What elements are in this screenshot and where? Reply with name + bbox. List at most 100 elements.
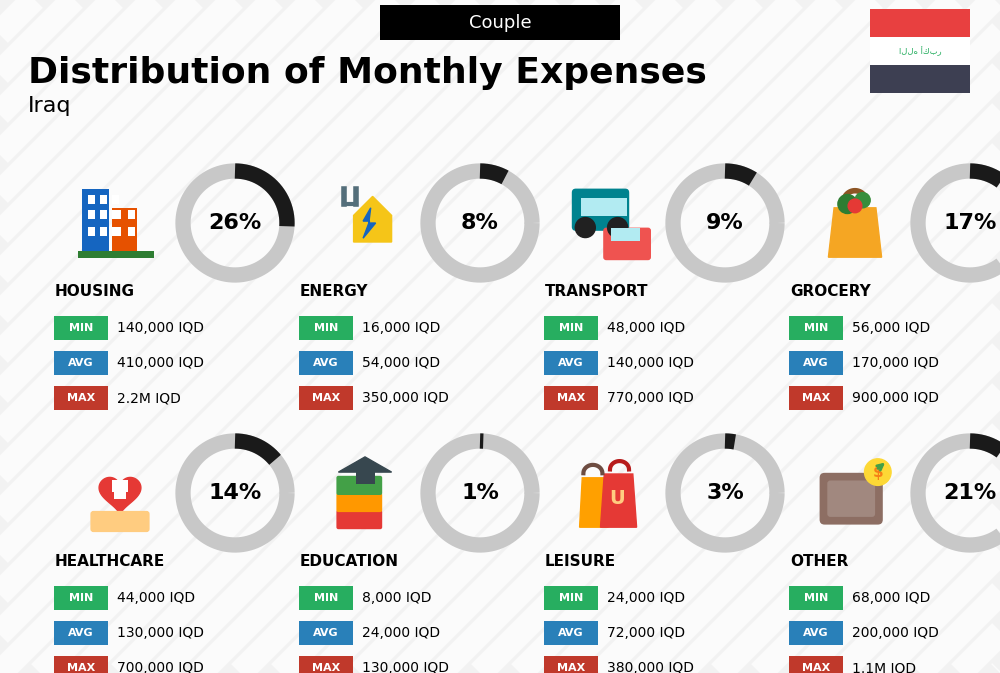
Text: Iraq: Iraq [28,96,72,116]
Circle shape [848,199,862,213]
Text: OTHER: OTHER [790,553,848,569]
FancyBboxPatch shape [603,227,651,260]
Text: MIN: MIN [559,323,583,333]
FancyBboxPatch shape [112,210,119,219]
Polygon shape [600,474,637,527]
Text: MAX: MAX [312,393,340,403]
Text: $: $ [872,464,883,480]
Text: Distribution of Monthly Expenses: Distribution of Monthly Expenses [28,56,707,90]
FancyBboxPatch shape [544,316,598,340]
FancyBboxPatch shape [789,316,843,340]
FancyBboxPatch shape [611,227,640,241]
FancyBboxPatch shape [100,227,107,236]
Text: 170,000 IQD: 170,000 IQD [852,356,939,370]
FancyBboxPatch shape [544,351,598,375]
Text: 14%: 14% [208,483,262,503]
FancyBboxPatch shape [336,476,382,495]
Text: 3%: 3% [706,483,744,503]
FancyBboxPatch shape [336,510,382,529]
Text: GROCERY: GROCERY [790,283,871,299]
FancyBboxPatch shape [356,472,374,483]
FancyBboxPatch shape [789,386,843,410]
Text: 24,000 IQD: 24,000 IQD [607,591,685,605]
FancyBboxPatch shape [100,210,107,219]
FancyBboxPatch shape [114,227,121,236]
Text: MIN: MIN [69,593,93,603]
Text: 140,000 IQD: 140,000 IQD [117,321,204,335]
Circle shape [864,459,891,485]
FancyBboxPatch shape [112,481,128,492]
Text: 26%: 26% [208,213,262,233]
FancyBboxPatch shape [544,621,598,645]
Text: 17%: 17% [943,213,997,233]
Text: Couple: Couple [469,13,531,32]
Polygon shape [580,478,608,527]
FancyBboxPatch shape [544,586,598,610]
FancyBboxPatch shape [607,199,627,217]
Polygon shape [99,477,141,516]
FancyBboxPatch shape [827,481,875,517]
Text: LEISURE: LEISURE [545,553,616,569]
FancyBboxPatch shape [789,656,843,673]
Polygon shape [338,457,392,472]
FancyBboxPatch shape [299,656,353,673]
FancyBboxPatch shape [820,473,883,524]
Text: 9%: 9% [706,213,744,233]
FancyBboxPatch shape [88,227,95,236]
FancyBboxPatch shape [870,37,970,65]
FancyBboxPatch shape [90,511,150,532]
FancyBboxPatch shape [870,65,970,93]
FancyBboxPatch shape [572,188,629,231]
Text: MAX: MAX [802,663,830,673]
Text: 24,000 IQD: 24,000 IQD [362,626,440,640]
FancyBboxPatch shape [112,208,137,257]
FancyBboxPatch shape [100,195,107,204]
Text: 900,000 IQD: 900,000 IQD [852,391,939,405]
FancyBboxPatch shape [544,386,598,410]
Text: 140,000 IQD: 140,000 IQD [607,356,694,370]
Text: MIN: MIN [314,323,338,333]
FancyBboxPatch shape [380,5,620,40]
FancyBboxPatch shape [112,227,119,236]
FancyBboxPatch shape [114,480,126,499]
Text: 410,000 IQD: 410,000 IQD [117,356,204,370]
FancyBboxPatch shape [88,210,95,219]
Text: 130,000 IQD: 130,000 IQD [117,626,204,640]
FancyBboxPatch shape [336,493,382,512]
Text: AVG: AVG [68,628,94,638]
FancyBboxPatch shape [789,351,843,375]
FancyBboxPatch shape [299,586,353,610]
Text: 56,000 IQD: 56,000 IQD [852,321,930,335]
Text: 770,000 IQD: 770,000 IQD [607,391,694,405]
Circle shape [838,194,857,213]
Text: 1%: 1% [461,483,499,503]
Text: AVG: AVG [68,358,94,368]
Text: MAX: MAX [312,663,340,673]
Text: 1.1M IQD: 1.1M IQD [852,661,916,673]
Text: 16,000 IQD: 16,000 IQD [362,321,440,335]
Text: الله أكبر: الله أكبر [899,46,941,56]
FancyBboxPatch shape [88,195,95,204]
Text: 700,000 IQD: 700,000 IQD [117,661,204,673]
Polygon shape [828,208,882,257]
Text: MIN: MIN [314,593,338,603]
FancyBboxPatch shape [112,195,119,204]
Text: AVG: AVG [558,628,584,638]
Text: ENERGY: ENERGY [300,283,368,299]
Text: AVG: AVG [803,628,829,638]
Circle shape [608,217,628,238]
FancyBboxPatch shape [54,351,108,375]
FancyBboxPatch shape [114,210,121,219]
FancyBboxPatch shape [870,9,970,37]
Text: MAX: MAX [557,663,585,673]
Text: 350,000 IQD: 350,000 IQD [362,391,449,405]
Text: MIN: MIN [804,323,828,333]
Text: AVG: AVG [558,358,584,368]
Text: 8%: 8% [461,213,499,233]
Text: MIN: MIN [559,593,583,603]
FancyBboxPatch shape [54,386,108,410]
Text: MAX: MAX [67,663,95,673]
Text: AVG: AVG [803,358,829,368]
FancyBboxPatch shape [544,656,598,673]
Text: MAX: MAX [67,393,95,403]
